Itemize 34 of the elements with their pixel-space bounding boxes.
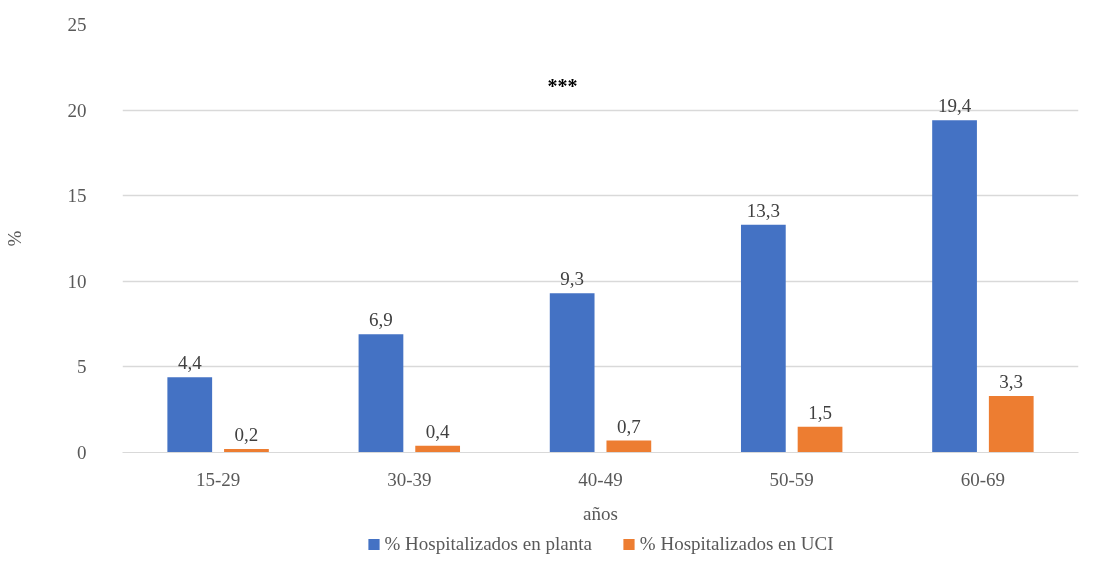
data-label: 0,7 — [616, 415, 641, 437]
x-tick-label: 50-59 — [769, 468, 814, 490]
x-tick-label: 30-39 — [387, 468, 432, 490]
y-tick-label: 15 — [67, 185, 87, 207]
bar — [167, 377, 213, 453]
data-label: 0,2 — [234, 424, 259, 446]
bar — [549, 293, 595, 453]
y-axis-title: % — [3, 230, 25, 247]
bar — [606, 440, 652, 453]
data-label: 1,5 — [808, 401, 832, 423]
y-tick-label: 5 — [77, 356, 87, 378]
legend-label: % Hospitalizados en UCI — [639, 533, 834, 555]
annotation: *** — [547, 74, 578, 97]
y-tick-label: 10 — [67, 270, 87, 292]
data-label: 0,4 — [425, 420, 451, 442]
data-label: 3,3 — [999, 371, 1024, 392]
y-tick-label: 20 — [67, 99, 87, 121]
y-tick-label: 25 — [67, 14, 87, 35]
x-tick-label: 60-69 — [960, 468, 1006, 490]
y-tick-label: 0 — [77, 442, 87, 463]
x-tick-label: 40-49 — [578, 468, 623, 490]
legend-label: % Hospitalizados en planta — [384, 533, 592, 555]
data-label: 6,9 — [369, 309, 393, 331]
data-label: 19,4 — [937, 95, 972, 117]
data-label: 4,4 — [177, 352, 203, 374]
x-tick-label: 15-29 — [195, 468, 241, 490]
bar — [932, 120, 977, 453]
x-axis-title: años — [583, 502, 618, 524]
bar — [358, 334, 404, 453]
bar — [988, 396, 1034, 453]
bar — [797, 426, 843, 453]
bar — [740, 224, 786, 453]
data-label: 13,3 — [746, 199, 780, 221]
data-label: 9,3 — [560, 268, 585, 290]
